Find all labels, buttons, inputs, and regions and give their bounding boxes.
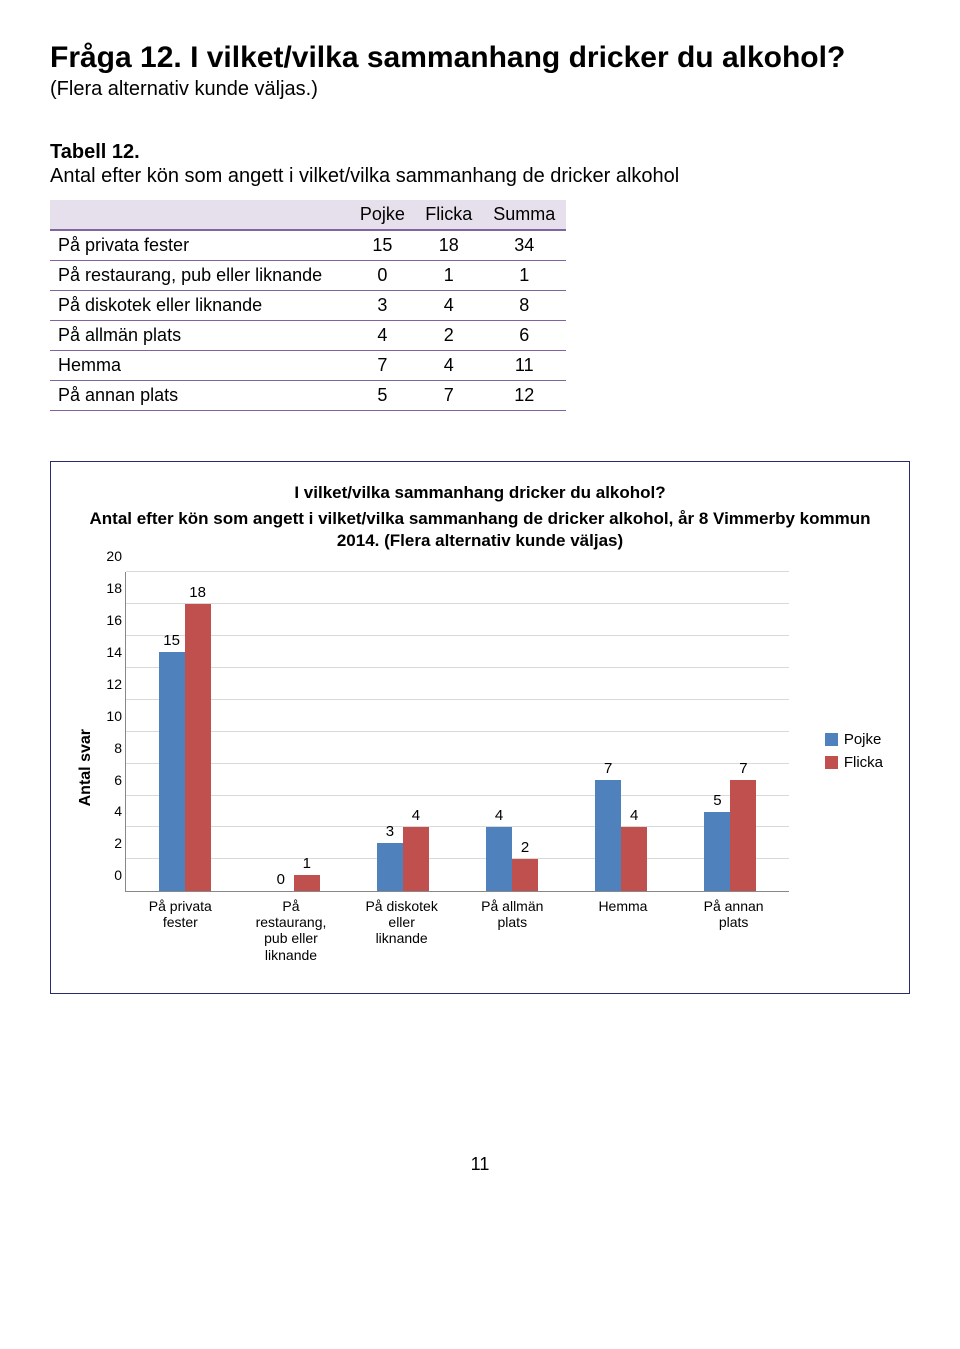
bar-group: 34	[377, 572, 429, 891]
chart-legend: Pojke Flicka	[825, 731, 883, 777]
y-tick-label: 14	[98, 644, 122, 660]
table-header-cell: Pojke	[350, 200, 415, 230]
bar-value-label: 0	[277, 871, 285, 888]
legend-item: Pojke	[825, 731, 883, 748]
question-title: Fråga 12. I vilket/vilka sammanhang dric…	[50, 40, 910, 76]
table-cell: 4	[350, 321, 415, 351]
data-table: PojkeFlickaSumma På privata fester151834…	[50, 200, 566, 411]
bar-value-label: 4	[495, 807, 503, 824]
table-cell: Hemma	[50, 351, 350, 381]
bar-value-label: 15	[163, 632, 180, 649]
table-header-cell: Summa	[483, 200, 567, 230]
table-cell: 6	[483, 321, 567, 351]
x-axis-labels: På privata fester På restaurang, pub elle…	[125, 898, 789, 962]
y-tick-label: 16	[98, 612, 122, 628]
bar-group: 42	[486, 572, 538, 891]
table-desc: Antal efter kön som angett i vilket/vilk…	[50, 164, 910, 188]
y-tick-label: 2	[98, 835, 122, 851]
chart-container: I vilket/vilka sammanhang dricker du alk…	[50, 461, 910, 994]
bar-group: 01	[268, 572, 320, 891]
chart-title-line1: I vilket/vilka sammanhang dricker du alk…	[71, 482, 889, 504]
bar: 7	[595, 780, 621, 892]
bar: 18	[185, 604, 211, 891]
x-tick-label: På privata fester	[140, 898, 220, 962]
table-cell: 0	[350, 261, 415, 291]
bar-group: 57	[704, 572, 756, 891]
page-number: 11	[50, 1154, 910, 1175]
table-cell: 4	[415, 351, 482, 381]
bar: 3	[377, 843, 403, 891]
bar-value-label: 4	[630, 807, 638, 824]
chart-plot: 0246810121416182015180134427457	[125, 572, 789, 892]
y-tick-label: 20	[98, 548, 122, 564]
bar: 4	[621, 827, 647, 891]
table-header-cell	[50, 200, 350, 230]
x-tick-label: På allmän plats	[472, 898, 552, 962]
table-cell: 15	[350, 230, 415, 261]
y-tick-label: 8	[98, 740, 122, 756]
bar-value-label: 7	[739, 760, 747, 777]
legend-swatch	[825, 756, 838, 769]
bar-group: 74	[595, 572, 647, 891]
table-cell: 7	[350, 351, 415, 381]
bar-value-label: 7	[604, 760, 612, 777]
x-tick-label: På diskotek eller liknande	[362, 898, 442, 962]
x-tick-label: På restaurang, pub eller liknande	[251, 898, 331, 962]
table-cell: 18	[415, 230, 482, 261]
table-cell: 3	[350, 291, 415, 321]
y-tick-label: 10	[98, 708, 122, 724]
table-row: På annan plats5712	[50, 381, 566, 411]
bar: 7	[730, 780, 756, 892]
table-cell: 34	[483, 230, 567, 261]
y-tick-label: 4	[98, 803, 122, 819]
legend-item: Flicka	[825, 754, 883, 771]
y-axis-label: Antal svar	[71, 729, 95, 806]
y-tick-label: 0	[98, 867, 122, 883]
legend-swatch	[825, 733, 838, 746]
chart-title-line2: Antal efter kön som angett i vilket/vilk…	[71, 508, 889, 552]
bar-group: 1518	[159, 572, 211, 891]
bar: 15	[159, 652, 185, 891]
table-cell: 2	[415, 321, 482, 351]
bar-value-label: 18	[189, 584, 206, 601]
bar-value-label: 4	[412, 807, 420, 824]
bar: 5	[704, 812, 730, 892]
table-row: Hemma7411	[50, 351, 566, 381]
table-cell: På privata fester	[50, 230, 350, 261]
table-cell: 8	[483, 291, 567, 321]
table-cell: 7	[415, 381, 482, 411]
table-row: På allmän plats426	[50, 321, 566, 351]
table-cell: På diskotek eller liknande	[50, 291, 350, 321]
y-tick-label: 12	[98, 676, 122, 692]
question-subtitle: (Flera alternativ kunde väljas.)	[50, 78, 910, 101]
legend-label: Pojke	[844, 731, 882, 748]
y-tick-label: 18	[98, 580, 122, 596]
table-cell: 1	[483, 261, 567, 291]
table-cell: 4	[415, 291, 482, 321]
table-cell: 1	[415, 261, 482, 291]
table-cell: På annan plats	[50, 381, 350, 411]
bar-value-label: 5	[713, 792, 721, 809]
table-cell: 11	[483, 351, 567, 381]
y-tick-label: 6	[98, 772, 122, 788]
bar-value-label: 2	[521, 839, 529, 856]
bar: 1	[294, 875, 320, 891]
x-tick-label: Hemma	[583, 898, 663, 962]
table-cell: På allmän plats	[50, 321, 350, 351]
table-cell: På restaurang, pub eller liknande	[50, 261, 350, 291]
bar-value-label: 3	[386, 823, 394, 840]
legend-label: Flicka	[844, 754, 883, 771]
bar: 4	[403, 827, 429, 891]
table-title: Tabell 12.	[50, 141, 910, 164]
table-header-cell: Flicka	[415, 200, 482, 230]
bar: 2	[512, 859, 538, 891]
x-tick-label: På annan plats	[694, 898, 774, 962]
bar-value-label: 1	[303, 855, 311, 872]
table-row: På diskotek eller liknande348	[50, 291, 566, 321]
table-cell: 12	[483, 381, 567, 411]
table-row: På privata fester151834	[50, 230, 566, 261]
table-cell: 5	[350, 381, 415, 411]
table-row: På restaurang, pub eller liknande011	[50, 261, 566, 291]
bar: 4	[486, 827, 512, 891]
